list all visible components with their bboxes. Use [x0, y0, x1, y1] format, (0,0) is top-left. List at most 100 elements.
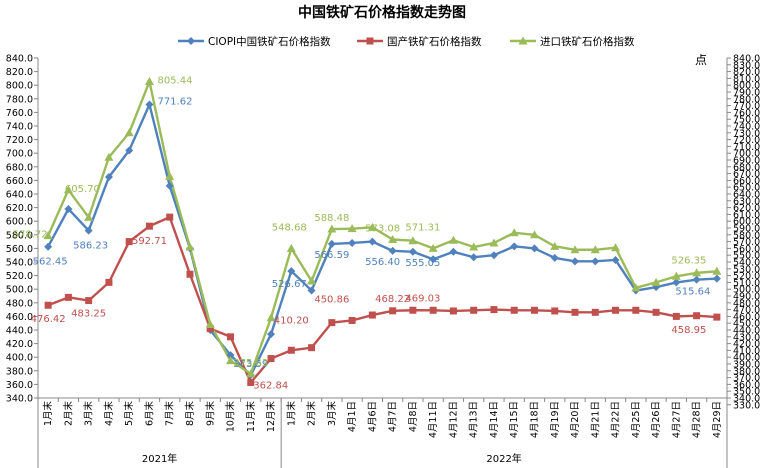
data-point-1	[287, 346, 295, 354]
x-tick-label: 1月末	[285, 401, 297, 427]
data-point-1	[490, 306, 498, 314]
data-point-2	[590, 245, 600, 254]
y-tick-label-right: 680.0	[733, 162, 760, 173]
data-point-2	[631, 283, 641, 292]
x-tick-label: 4月29日	[712, 401, 723, 438]
data-label: 805.44	[157, 76, 192, 87]
data-point-0	[408, 247, 417, 256]
y-tick-label-right: 840.0	[733, 54, 760, 65]
series-line-2	[47, 80, 717, 375]
data-label: 458.95	[671, 325, 706, 336]
data-point-2	[165, 171, 175, 180]
data-point-1	[145, 222, 153, 230]
data-point-1	[186, 270, 194, 278]
y-tick-label-right: 720.0	[733, 135, 760, 146]
y-tick-label-left: 540.0	[6, 258, 33, 269]
data-label: 483.25	[71, 309, 106, 320]
y-tick-label-left: 480.0	[6, 298, 33, 309]
y-tick-label-left: 820.0	[6, 67, 33, 78]
y-tick-label-right: 750.0	[733, 115, 760, 126]
axes: 340.0 360.0 380.0 400.0 420.0 440.0 460.0 480.0…	[6, 54, 760, 468]
x-tick-label: 4月28日	[692, 401, 703, 438]
data-point-1	[85, 297, 93, 305]
data-point-0	[307, 286, 316, 295]
legend-label-2: 进口铁矿石价格指数	[540, 35, 635, 48]
data-point-2	[469, 242, 479, 251]
data-point-1	[308, 344, 316, 352]
x-tick-label: 2月末	[62, 401, 74, 427]
data-point-1	[368, 311, 376, 319]
data-point-1	[64, 293, 72, 301]
y-tick-label-right: 440.0	[733, 326, 760, 337]
data-labels: 562.45 586.23 771.62 373.59 526.67 566.59 556.…	[13, 76, 711, 392]
y-tick-label-right: 410.0	[733, 346, 760, 357]
y-tick-label-right: 670.0	[733, 169, 760, 180]
y-tick-label-right: 800.0	[733, 81, 760, 92]
x-tick-label: 4月26日	[651, 401, 662, 438]
data-point-0	[692, 275, 701, 284]
data-point-1	[510, 306, 518, 314]
legend-label-0: CIOPI中国铁矿石价格指数	[208, 35, 331, 48]
y-tick-label-left: 840.0	[6, 54, 33, 65]
data-point-0	[64, 204, 73, 213]
data-point-0	[712, 274, 721, 283]
data-point-2	[428, 243, 438, 252]
data-point-1	[44, 301, 52, 309]
y-tick-label-left: 740.0	[6, 122, 33, 133]
y-tick-label-left: 440.0	[6, 326, 33, 337]
y-tick-label-right: 450.0	[733, 319, 760, 330]
data-point-1	[612, 306, 620, 314]
y-tick-label-right: 330.0	[733, 400, 760, 411]
y-tick-label-right: 710.0	[733, 142, 760, 153]
y-tick-label-right: 380.0	[733, 366, 760, 377]
x-tick-label: 4月27日	[671, 401, 682, 438]
y-tick-label-left: 380.0	[6, 366, 33, 377]
data-point-0	[125, 146, 134, 155]
y-tick-label-right: 790.0	[733, 88, 760, 99]
y-tick-label-left: 760.0	[6, 108, 33, 119]
data-point-1	[267, 355, 275, 363]
data-point-0	[449, 247, 458, 256]
data-point-2	[550, 241, 560, 250]
data-point-0	[104, 173, 113, 181]
y-tick-label-right: 540.0	[733, 258, 760, 269]
data-point-1	[348, 316, 356, 324]
data-label: 578.72	[13, 230, 48, 241]
y-tick-label-left: 520.0	[6, 271, 33, 282]
data-point-0	[429, 255, 438, 264]
plot-area	[43, 77, 722, 386]
x-tick-label: 4月1日	[347, 401, 358, 432]
data-point-1	[530, 306, 538, 314]
data-point-1	[571, 308, 579, 316]
data-point-1	[166, 213, 174, 221]
y-tick-label-right: 570.0	[733, 237, 760, 248]
y-tick-label-right: 730.0	[733, 128, 760, 139]
x-tick-label: 4月20日	[570, 401, 581, 438]
y-tick-label-right: 560.0	[733, 244, 760, 255]
data-label: 571.31	[405, 223, 440, 234]
x-tick-label: 1月末	[42, 401, 54, 427]
data-point-1	[105, 278, 113, 286]
y-tick-label-left: 340.0	[6, 394, 33, 405]
y-tick-label-right: 500.0	[733, 285, 760, 296]
y-tick-label-right: 490.0	[733, 292, 760, 303]
legend-label-1: 国产铁矿石价格指数	[387, 35, 482, 48]
data-label: 526.67	[272, 279, 307, 290]
y-tick-label-right: 740.0	[733, 122, 760, 133]
data-point-1	[449, 307, 457, 315]
data-label: 548.68	[272, 222, 307, 233]
data-point-2	[651, 277, 661, 286]
x-tick-label: 10月末	[225, 401, 237, 433]
data-point-2	[529, 230, 539, 239]
y-tick-label-left: 560.0	[6, 244, 33, 255]
data-point-0	[510, 242, 519, 251]
data-point-1	[652, 308, 660, 316]
data-label: 476.42	[31, 314, 66, 325]
data-point-1	[247, 378, 255, 386]
data-label: 573.08	[365, 224, 400, 235]
data-point-0	[84, 226, 93, 235]
x-tick-label: 3月末	[83, 401, 95, 427]
data-point-0	[489, 251, 498, 260]
data-label: 410.20	[274, 315, 309, 326]
